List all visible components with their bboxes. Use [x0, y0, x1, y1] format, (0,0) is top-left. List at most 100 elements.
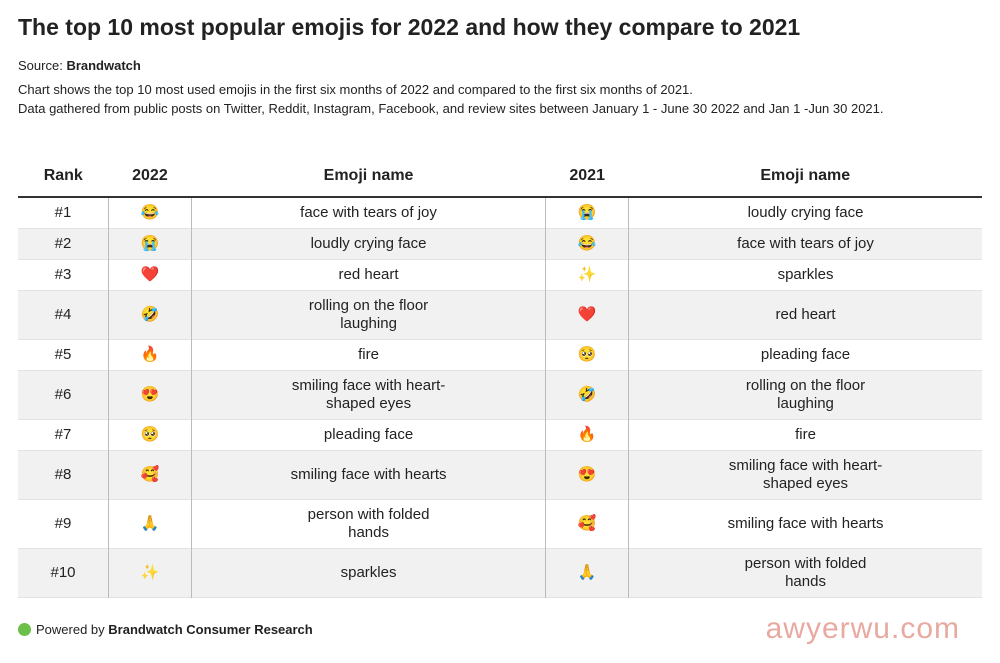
table-cell: 🔥	[545, 419, 629, 451]
table-cell: loudly crying face	[190, 228, 546, 260]
description-line: Chart shows the top 10 most used emojis …	[18, 82, 693, 97]
table-cell: ✨	[545, 259, 629, 291]
table-cell: smiling face with hearts	[628, 499, 982, 549]
table-cell: 🥰	[108, 450, 192, 500]
table-cell: red heart	[628, 290, 982, 340]
emoji: 🤣	[140, 306, 160, 323]
column-header: Emoji name	[628, 156, 982, 198]
emoji: ❤️	[140, 266, 160, 283]
table-row: #2 😭 loudly crying face 😂 face with tears of…	[18, 228, 982, 260]
emoji: 😂	[140, 204, 160, 221]
emoji-name: sparkles	[340, 564, 397, 581]
source-name: Brandwatch	[66, 58, 141, 73]
rank: #8	[54, 466, 72, 483]
table-cell: loudly crying face	[628, 197, 982, 229]
column-header: 2022	[108, 156, 192, 198]
table-cell: red heart	[190, 259, 546, 291]
rank: #1	[54, 204, 72, 221]
emoji: 🤣	[577, 386, 597, 403]
table-body: #1 😂 face with tears of joy 😭 loudly crying …	[18, 197, 982, 598]
footer-brand: Brandwatch Consumer Research	[108, 622, 313, 637]
column-header: Rank	[18, 156, 109, 198]
table-cell: pleading face	[628, 339, 982, 371]
table-row: #6 😍 smiling face with heart-shaped eyes 🤣 r…	[18, 370, 982, 420]
header-row: Rank 2022 Emoji name 2021 Emoji name	[18, 156, 982, 198]
emoji-name: smiling face with heart-shaped eyes	[728, 457, 883, 492]
emoji: 🙏	[140, 515, 160, 532]
emoji-name: face with tears of joy	[300, 204, 437, 221]
emoji: 🥰	[577, 515, 597, 532]
emoji-name: fire	[358, 346, 379, 363]
table-cell: #3	[18, 260, 109, 291]
table: Rank 2022 Emoji name 2021 Emoji name #1 😂 face…	[18, 156, 982, 598]
table-row: #10 ✨ sparkles 🙏 person with folded hands	[18, 548, 982, 598]
table-cell: ❤️	[545, 290, 629, 340]
table-cell: smiling face with heart-shaped eyes	[628, 450, 982, 500]
table-cell: 🔥	[108, 339, 192, 371]
table-row: #1 😂 face with tears of joy 😭 loudly crying …	[18, 197, 982, 229]
table-row: #9 🙏 person with folded hands 🥰 smiling face…	[18, 499, 982, 549]
table-cell: smiling face with hearts	[190, 450, 546, 500]
table-cell: pleading face	[190, 419, 546, 451]
table-cell: fire	[190, 339, 546, 371]
emoji: 🔥	[577, 426, 597, 443]
table-cell: #1	[18, 197, 109, 229]
emoji-name: pleading face	[323, 426, 414, 443]
rank: #5	[54, 346, 72, 363]
emoji: 😂	[577, 235, 597, 252]
table-cell: sparkles	[628, 259, 982, 291]
emoji: 🙏	[577, 564, 597, 581]
table-cell: face with tears of joy	[190, 197, 546, 229]
table-cell: #7	[18, 420, 109, 451]
emoji: 🥰	[140, 466, 160, 483]
rank: #9	[54, 515, 72, 532]
table-cell: #6	[18, 370, 109, 420]
table-cell: ✨	[108, 548, 192, 598]
table-cell: rolling on the floor laughing	[190, 290, 546, 340]
table-cell: 😭	[108, 228, 192, 260]
rank: #6	[54, 386, 72, 403]
table-row: #3 ❤️ red heart ✨ sparkles	[18, 259, 982, 291]
table-cell: 🤣	[108, 290, 192, 340]
table-cell: 🥺	[108, 419, 192, 451]
table-cell: rolling on the floor laughing	[628, 370, 982, 420]
emoji: ✨	[140, 564, 160, 581]
table-row: #8 🥰 smiling face with hearts 😍 smiling face…	[18, 450, 982, 500]
table-cell: 😭	[545, 197, 629, 229]
source-label: Source:	[18, 58, 63, 73]
column-header: Emoji name	[191, 156, 546, 198]
table-cell: 😍	[545, 450, 629, 500]
table-cell: #8	[18, 450, 109, 500]
emoji: 😍	[577, 466, 597, 483]
emoji-name: person with folded hands	[307, 506, 430, 541]
source: Source: Brandwatch	[18, 58, 141, 73]
emoji: 😍	[140, 386, 160, 403]
table-cell: 😂	[545, 228, 629, 260]
emoji: 🥺	[577, 346, 597, 363]
table-cell: 🤣	[545, 370, 629, 420]
emoji-name: smiling face with heart-shaped eyes	[291, 377, 446, 412]
emoji-name: rolling on the floor laughing	[308, 297, 429, 332]
table-cell: #5	[18, 340, 109, 371]
table-cell: person with folded hands	[190, 499, 546, 549]
table-cell: 😂	[108, 197, 192, 229]
rank: #7	[54, 426, 72, 443]
emoji: 🥺	[140, 426, 160, 443]
rank: #4	[54, 306, 72, 323]
rank: #10	[50, 564, 76, 581]
table-cell: #4	[18, 290, 109, 340]
title: The top 10 most popular emojis for 2022 …	[18, 14, 801, 40]
table-cell: 🥰	[545, 499, 629, 549]
column-header: 2021	[545, 156, 629, 198]
table-cell: #2	[18, 228, 109, 260]
emoji: ✨	[577, 266, 597, 283]
emoji-name: rolling on the floor laughing	[745, 377, 866, 412]
table-row: #7 🥺 pleading face 🔥 fire	[18, 419, 982, 451]
table-cell: sparkles	[190, 548, 546, 598]
emoji-name: person with folded hands	[744, 555, 867, 590]
footer: Powered by Brandwatch Consumer Research	[18, 622, 313, 637]
emoji: 😭	[140, 235, 160, 252]
table-cell: 😍	[108, 370, 192, 420]
emoji-name: red heart	[775, 306, 836, 323]
